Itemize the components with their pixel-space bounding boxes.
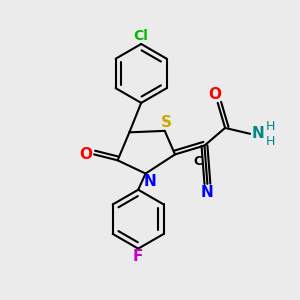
Text: N: N	[252, 126, 265, 141]
Text: H: H	[266, 135, 275, 148]
Text: O: O	[79, 147, 92, 162]
Text: F: F	[133, 249, 143, 264]
Text: H: H	[266, 120, 275, 133]
Text: S: S	[161, 115, 172, 130]
Text: Cl: Cl	[134, 29, 148, 43]
Text: C: C	[193, 155, 202, 168]
Text: N: N	[144, 174, 156, 189]
Text: N: N	[201, 184, 214, 200]
Text: O: O	[208, 87, 221, 102]
